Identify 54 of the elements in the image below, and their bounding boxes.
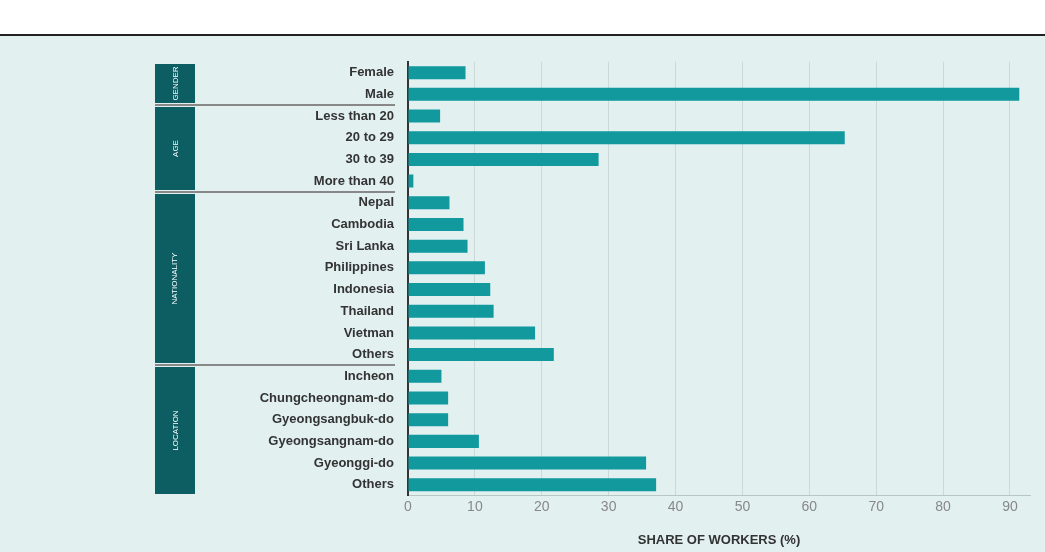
bar xyxy=(408,478,657,492)
text: NATIONALITY xyxy=(170,252,180,305)
bar xyxy=(408,391,449,405)
bar xyxy=(408,196,450,210)
bar xyxy=(408,131,845,145)
y-tick-label: Others xyxy=(352,476,394,492)
x-tick-label: 50 xyxy=(734,497,751,514)
y-tick-label: Indonesia xyxy=(333,281,395,297)
bar xyxy=(408,434,479,448)
bar xyxy=(408,239,468,253)
y-tick-label: More than 40 xyxy=(313,172,394,188)
y-tick-label: Chungcheongnam-do xyxy=(259,389,395,405)
y-tick-label: 30 to 39 xyxy=(345,150,394,166)
y-tick-label: 20 to 29 xyxy=(345,129,394,145)
x-tick-label: 60 xyxy=(801,497,818,514)
y-tick-label: Gyeonggi-do xyxy=(313,454,395,470)
bar xyxy=(408,152,599,166)
bar xyxy=(408,283,491,297)
bar xyxy=(408,109,441,123)
y-tick-label: Gyeongsangbuk-do xyxy=(271,411,395,427)
y-tick-label: Sri Lanka xyxy=(335,237,395,253)
bar xyxy=(408,261,485,275)
bar xyxy=(408,456,647,470)
y-tick-label: Thailand xyxy=(340,302,395,318)
x-tick-label: 40 xyxy=(667,497,684,514)
x-axis-title: SHARE OF WORKERS (%) xyxy=(637,531,801,547)
x-tick-label: 70 xyxy=(868,497,885,514)
y-tick-label: Incheon xyxy=(344,367,395,383)
bar xyxy=(408,217,464,231)
y-tick-label: Cambodia xyxy=(331,216,395,232)
bar xyxy=(408,66,466,80)
bar xyxy=(408,348,554,362)
text: AGE xyxy=(170,140,180,157)
x-tick-label: 20 xyxy=(533,497,550,514)
y-tick-label: Male xyxy=(365,85,394,101)
x-tick-label: 0 xyxy=(404,497,413,514)
y-tick-label: Philippines xyxy=(324,259,394,275)
x-tick-label: 10 xyxy=(467,497,483,514)
y-tick-label: Vietman xyxy=(343,324,395,340)
x-tick-label: 90 xyxy=(1002,497,1018,514)
y-tick-label: Female xyxy=(349,64,394,80)
y-tick-label: Gyeongsangnam-do xyxy=(268,432,395,448)
x-tick-label: 80 xyxy=(935,497,952,514)
y-tick-label: Nepal xyxy=(358,194,394,210)
text: GENDER xyxy=(170,66,180,101)
text: LOCATION xyxy=(170,410,180,451)
bar xyxy=(408,413,449,427)
y-tick-label: Less than 20 xyxy=(315,107,394,123)
x-tick-label: 30 xyxy=(600,497,617,514)
bar xyxy=(408,369,442,383)
bar xyxy=(408,326,536,340)
y-tick-label: Others xyxy=(352,346,394,362)
bar xyxy=(408,304,494,318)
bar xyxy=(408,87,1020,101)
